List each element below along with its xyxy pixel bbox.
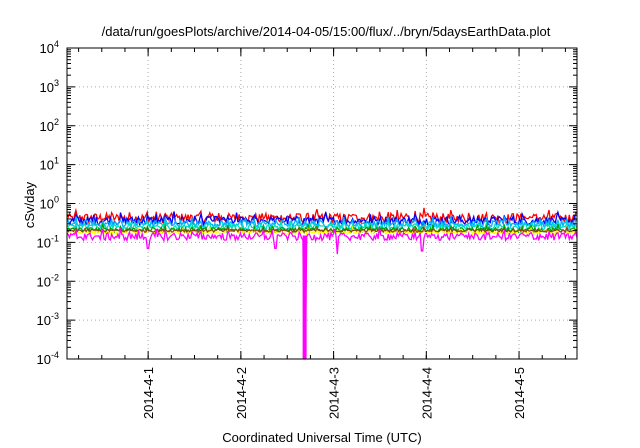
y-tick-exponent: 4 (54, 39, 59, 49)
y-tick-base: 10 (40, 80, 54, 95)
series-line (66, 225, 578, 234)
y-tick-base: 10 (40, 41, 54, 56)
y-tick-base: 10 (37, 352, 51, 367)
y-tick-exponent: -4 (51, 350, 59, 360)
y-tick-label: 10-1 (37, 233, 59, 250)
y-tick-label: 100 (40, 195, 59, 212)
y-tick-exponent: 1 (54, 156, 59, 166)
x-tick-label: 2014-4-5 (512, 367, 527, 419)
y-axis-label: cSv/day (22, 181, 37, 228)
y-tick-base: 10 (40, 119, 54, 134)
y-tick-base: 10 (37, 274, 51, 289)
y-tick-exponent: 2 (54, 117, 59, 127)
y-tick-base: 10 (40, 158, 54, 173)
x-tick-label: 2014-4-4 (419, 367, 434, 419)
y-tick-exponent: -3 (51, 311, 59, 321)
y-tick-base: 10 (40, 197, 54, 212)
y-tick-label: 10-2 (37, 272, 59, 289)
y-tick-exponent: -1 (51, 233, 59, 243)
y-tick-exponent: 3 (54, 78, 59, 88)
y-tick-label: 103 (40, 78, 59, 95)
x-axis-label: Coordinated Universal Time (UTC) (222, 430, 421, 445)
y-tick-label: 101 (40, 156, 59, 173)
series-line (66, 227, 578, 360)
series-line (66, 222, 578, 235)
y-tick-base: 10 (37, 313, 51, 328)
y-tick-exponent: 0 (54, 195, 59, 205)
data-series (66, 207, 578, 360)
y-tick-base: 10 (37, 235, 51, 250)
series-line (66, 215, 578, 230)
y-tick-exponent: -2 (51, 272, 59, 282)
x-tick-label: 2014-4-1 (141, 367, 156, 419)
x-axis-ticks: 2014-4-1 2014-4-2 2014-4-3 2014-4-4 2014-4-5 (78, 48, 566, 419)
x-tick-label: 2014-4-2 (234, 367, 249, 419)
grid-lines (67, 48, 577, 359)
series-line (66, 207, 578, 226)
y-tick-label: 10-3 (37, 311, 59, 328)
chart-title: /data/run/goesPlots/archive/2014-04-05/1… (102, 24, 551, 39)
y-tick-label: 102 (40, 117, 59, 134)
y-tick-label: 104 (40, 39, 59, 56)
x-tick-label: 2014-4-3 (327, 367, 342, 419)
y-tick-label: 10-4 (37, 350, 59, 367)
